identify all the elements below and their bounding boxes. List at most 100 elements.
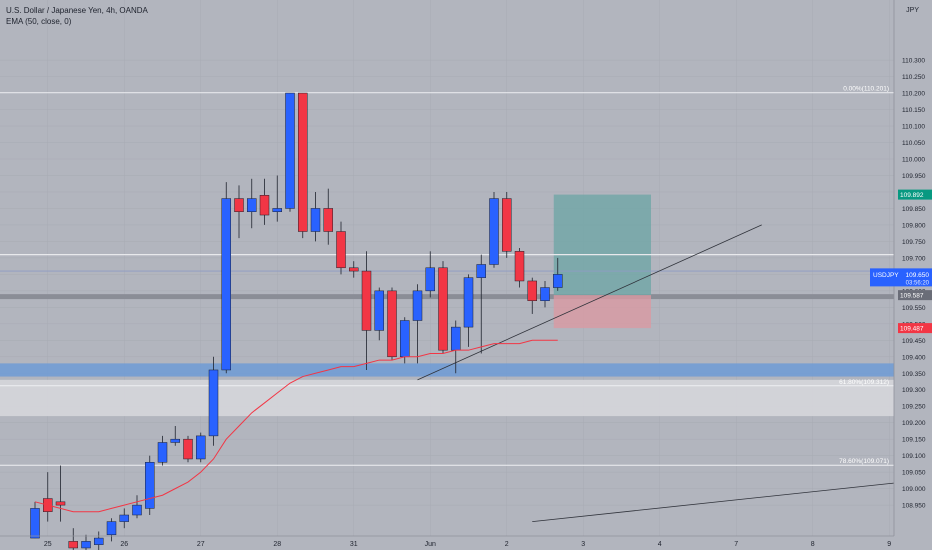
candle-body: [349, 267, 359, 272]
price-tick-label: 110.250: [902, 74, 925, 81]
time-tick-label: 8: [811, 541, 815, 548]
price-tick-label: 109.450: [902, 338, 926, 345]
current-price-label: 109.650: [906, 272, 930, 279]
entry-price-label: 109.587: [900, 293, 924, 300]
price-tick-label: 109.100: [902, 453, 926, 460]
trendline: [532, 478, 932, 522]
price-tick-label: 109.000: [902, 486, 926, 493]
ema-line: [34, 339, 558, 513]
price-tick-label: 110.150: [902, 107, 925, 114]
candle-body: [298, 92, 308, 232]
time-tick-label: 9: [887, 541, 891, 548]
price-tick-label: 109.950: [902, 173, 926, 180]
candle-body: [106, 521, 117, 536]
candle-body: [323, 208, 333, 232]
candle-body: [170, 438, 180, 443]
price-tick-label: 109.300: [902, 387, 926, 394]
price-tick-label: 109.400: [902, 354, 926, 361]
time-tick-label: 3: [581, 541, 585, 548]
price-tick-label: 110.100: [902, 124, 925, 131]
candle-body: [183, 438, 193, 460]
candle-body: [68, 541, 78, 549]
candle-body: [514, 251, 525, 282]
time-tick-label: 27: [197, 541, 205, 548]
target-zone: [553, 194, 651, 296]
time-tick-label: 2: [505, 541, 509, 548]
candle-body: [400, 320, 410, 358]
candle-body: [81, 541, 91, 549]
candle-body: [489, 198, 499, 265]
stop-price-tag: [898, 323, 932, 334]
price-tick-label: 109.550: [902, 305, 926, 312]
candle-body: [438, 267, 448, 351]
candle-body: [540, 287, 550, 301]
price-tick-label: 110.050: [902, 140, 925, 147]
candle-body: [132, 504, 142, 516]
time-tick-label: 7: [734, 541, 738, 548]
candle-body: [502, 198, 512, 252]
fib-level-label: 0.00%(110.201): [843, 86, 889, 93]
price-tick-label: 109.050: [902, 470, 926, 477]
candle-body: [30, 508, 40, 539]
candle-body: [553, 274, 563, 288]
time-tick-label: 31: [350, 541, 358, 548]
current-price-tag: [870, 268, 932, 287]
price-tick-label: 109.700: [902, 255, 926, 262]
time-tick-label: Jun: [425, 541, 436, 548]
target-price-tag: [898, 189, 932, 200]
time-tick-label: 4: [658, 541, 662, 548]
fib-level-label: 78.60%(109.071): [839, 458, 889, 465]
candle-body: [374, 290, 384, 331]
candle-body: [463, 277, 474, 328]
price-tick-label: 110.300: [902, 58, 925, 65]
symbol-title[interactable]: U.S. Dollar / Japanese Yen, 4h, OANDA: [6, 6, 148, 15]
price-tick-label: 109.200: [902, 420, 926, 427]
price-tick-label: 109.250: [902, 404, 926, 411]
candle-body: [94, 537, 104, 545]
candle-body: [476, 264, 486, 278]
candle-body: [336, 231, 346, 269]
price-tick-label: 109.150: [902, 437, 926, 444]
candle-body: [425, 267, 435, 292]
candle-body: [145, 462, 155, 509]
time-tick-label: 25: [44, 541, 52, 548]
candle-body: [527, 280, 537, 301]
price-tick-label: 109.750: [902, 239, 926, 246]
price-tick-label: 108.950: [902, 503, 926, 510]
currency-label: JPY: [906, 7, 919, 14]
candle-body: [208, 369, 219, 437]
time-tick-label: 28: [273, 541, 281, 548]
candle-body: [285, 92, 295, 209]
fib-level-label: 61.80%(109.312): [839, 379, 889, 386]
candle-body: [221, 198, 231, 371]
symbol-tag-label: USDJPY: [873, 272, 899, 279]
candle-body: [157, 442, 168, 463]
candle-body: [361, 270, 372, 331]
price-tick-label: 110.000: [902, 157, 925, 164]
trendline: [417, 224, 762, 381]
countdown-label: 03:56:20: [906, 280, 930, 286]
candle-body: [272, 208, 282, 212]
candle-body: [55, 501, 66, 506]
support-zone: [0, 363, 894, 377]
price-tick-label: 109.350: [902, 371, 926, 378]
candle-body: [412, 290, 423, 321]
entry-price-tag: [898, 290, 932, 301]
candle-body: [451, 326, 461, 351]
candle-body: [259, 195, 270, 216]
price-tick-label: 109.800: [902, 222, 926, 229]
time-tick-label: 26: [120, 541, 128, 548]
candle-body: [247, 198, 257, 212]
candle-body: [119, 514, 129, 522]
candle-body: [387, 290, 397, 358]
price-tick-label: 109.850: [902, 206, 926, 213]
candle-body: [196, 435, 206, 460]
candle-body: [234, 198, 244, 212]
candle-body: [310, 208, 321, 232]
price-tick-label: 110.200: [902, 91, 925, 98]
stop-price-label: 109.487: [900, 326, 924, 333]
indicator-label[interactable]: EMA (50, close, 0): [6, 17, 72, 26]
